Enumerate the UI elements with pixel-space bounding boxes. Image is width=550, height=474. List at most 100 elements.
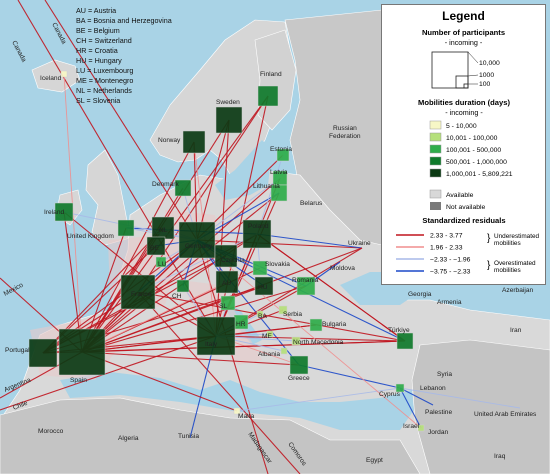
- place-label-jordan: Jordan: [428, 429, 448, 436]
- participant-square-finland: [257, 85, 279, 107]
- flow-line: [256, 233, 406, 342]
- flow-line: [81, 285, 307, 353]
- participant-square-greece: [289, 355, 309, 375]
- duration-swatch: [429, 120, 442, 130]
- abbr-item: HU = Hungary: [76, 56, 122, 65]
- place-label-romania: Romania: [292, 277, 319, 284]
- participant-square-me: [266, 330, 274, 338]
- participant-square-be: [146, 236, 166, 256]
- place-label-russia: Russian Federation: [329, 125, 361, 140]
- flow-line: [81, 141, 195, 353]
- duration-swatch: [429, 144, 442, 154]
- participant-square-israel: [417, 424, 425, 432]
- place-label-greece: Greece: [288, 375, 310, 382]
- flow-line: [137, 233, 258, 293]
- participant-square-slovakia: [252, 260, 268, 276]
- size-label-100: 100: [479, 81, 491, 88]
- flow-line: [215, 335, 406, 342]
- participants-heading: Number of participants: [421, 28, 506, 37]
- abbr-item: NL = Netherlands: [76, 86, 132, 95]
- participant-square-lithuania: [270, 184, 288, 202]
- place-label-turkiye: Türkiye: [388, 327, 410, 334]
- place-label-au: AU: [222, 280, 231, 287]
- participant-square-cyprus: [395, 383, 405, 393]
- flow-line: [63, 211, 217, 337]
- participant-square-malta: [233, 407, 241, 415]
- place-label-poland: Poland: [248, 223, 269, 230]
- place-label-ch: CH: [172, 293, 182, 300]
- abbreviation-list: AU = Austria BA = Bosnia and Herzegovina…: [76, 6, 172, 106]
- size-square-100: [463, 83, 469, 89]
- place-label-serbia: Serbia: [283, 311, 302, 318]
- participant-square-lu: [155, 256, 167, 268]
- place-label-malta: Malta: [238, 413, 254, 420]
- duration-class-label: 5 - 10,000: [446, 123, 477, 130]
- place-label-north_macedonia: North Macedonia: [293, 339, 344, 346]
- place-label-belarus: Belarus: [300, 200, 323, 207]
- participant-square-turkiye: [396, 332, 414, 350]
- duration-class-label: 10,001 - 100,000: [446, 135, 498, 142]
- place-label-uae: United Arab Emirates: [474, 411, 537, 418]
- participant-square-nmk: [291, 336, 301, 346]
- size-label-10000: 10,000: [479, 60, 500, 67]
- participant-square-ireland: [54, 202, 74, 222]
- flow-line: [81, 187, 184, 353]
- duration-class-label: 100,001 - 500,000: [446, 147, 501, 154]
- duration-swatch: [429, 156, 442, 166]
- place-label-ba: BA: [258, 313, 267, 320]
- legend-graphics: 10,000 1000 100 Mobilities duration (day…: [396, 51, 540, 276]
- flow-line: [196, 239, 300, 366]
- place-label-sweden: Sweden: [216, 99, 240, 106]
- place-label-be: BE: [150, 245, 159, 252]
- place-label-iceland: Iceland: [40, 75, 62, 82]
- place-label-georgia: Georgia: [408, 291, 432, 298]
- legend-panel: Legend Number of participants - incoming…: [381, 4, 546, 285]
- place-label-lebanon: Lebanon: [420, 385, 446, 392]
- place-label-hr: HR: [236, 321, 246, 328]
- participant-squares: [28, 70, 425, 432]
- size-square-10000: [431, 51, 469, 89]
- flow-line: [196, 239, 269, 474]
- participant-square-italy: [196, 316, 236, 356]
- abbr-item: ME = Montenegro: [76, 76, 134, 85]
- place-label-hu: HU: [258, 284, 268, 291]
- place-label-ukraine: Ukraine: [348, 240, 371, 247]
- duration-swatch: [429, 168, 442, 178]
- place-label-egypt: Egypt: [366, 457, 383, 464]
- duration-subheading: - incoming -: [445, 108, 483, 117]
- not-available-label: Not available: [446, 204, 486, 211]
- duration-heading: Mobilities duration (days): [418, 98, 510, 107]
- flow-line: [44, 0, 198, 241]
- participant-square-norway: [182, 130, 206, 154]
- residual-class-label: −3.75 - −2.33: [430, 269, 471, 276]
- place-label-estonia: Estonia: [270, 146, 292, 153]
- participant-square-romania: [296, 276, 316, 296]
- participant-square-hu: [254, 276, 274, 296]
- place-label-denmark: Denmark: [152, 181, 179, 188]
- place-label-czechia: Czechia: [221, 257, 245, 264]
- place-label-iraq: Iraq: [494, 453, 506, 460]
- participant-square-uk: [117, 219, 135, 237]
- land-middle-east: [411, 339, 550, 474]
- place-label-moldova: Moldova: [330, 265, 355, 272]
- place-label-iran: Iran: [510, 327, 522, 334]
- participant-square-bulgaria: [309, 318, 323, 332]
- place-label-bulgaria: Bulgaria: [322, 321, 347, 328]
- place-label-morocco: Morocco: [38, 428, 64, 435]
- place-label-me: ME: [262, 333, 272, 340]
- place-label-france: France: [131, 291, 152, 298]
- flow-line: [399, 387, 434, 406]
- legend-title: Legend: [442, 9, 485, 23]
- participant-square-france: [120, 274, 156, 310]
- flow-line: [196, 239, 363, 249]
- abbr-item: BA = Bosnia and Herzegovina: [76, 16, 172, 25]
- flow-line: [63, 211, 83, 353]
- participant-square-estonia: [276, 148, 290, 162]
- place-label-germany: Germany: [185, 243, 213, 250]
- abbr-item: CH = Switzerland: [76, 36, 132, 45]
- mediterranean-sea: [60, 372, 414, 430]
- brace-over: }: [487, 260, 491, 271]
- size-square-1000: [455, 75, 469, 89]
- participant-square-albania: [280, 347, 288, 355]
- flow-line: [81, 95, 269, 353]
